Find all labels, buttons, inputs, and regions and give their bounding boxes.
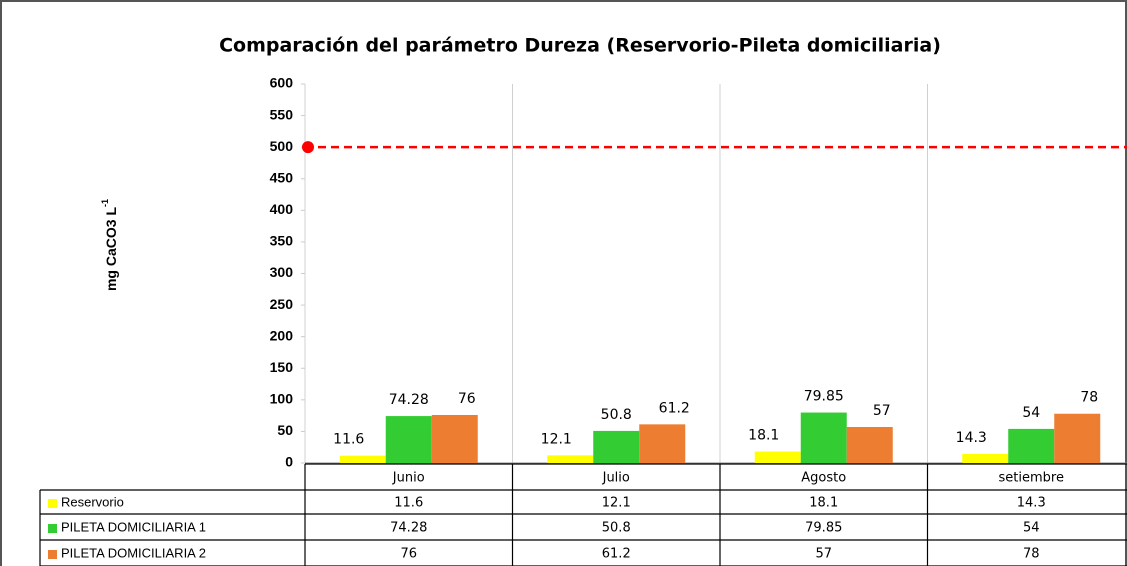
y-tick-label: 200 [270,327,294,343]
legend-swatch [48,550,57,559]
data-label: 14.3 [956,430,987,446]
y-tick-label: 350 [270,233,294,249]
legend-label: PILETA DOMICILIARIA 1 [61,519,206,534]
bar [639,424,686,463]
x-tick-label: Junio [392,471,425,486]
y-tick-label: 500 [270,138,294,154]
table-cell: 79.85 [805,521,842,536]
data-label: 57 [873,403,891,419]
y-tick-label: 600 [270,75,294,91]
table-cell: 78 [1023,547,1040,562]
y-axis-label: mg CaCO3 L-1 [100,199,118,291]
bar [547,455,594,463]
y-tick-label: 400 [270,201,294,217]
data-label: 50.8 [601,407,632,423]
y-label-main: mg CaCO3 L [103,207,119,291]
data-label: 74.28 [389,392,429,408]
data-label: 54 [1022,405,1040,421]
data-label: 11.6 [333,432,364,448]
y-label-superscript: -1 [100,199,110,207]
data-label: 18.1 [748,428,779,444]
table-cell: 50.8 [602,521,631,536]
table-cell: 74.28 [390,521,427,536]
bar [1008,428,1055,463]
legend-swatch [48,524,57,533]
reference-marker [302,141,314,154]
x-tick-label: Agosto [801,471,846,486]
y-tick-label: 100 [270,391,294,407]
y-tick-label: 50 [277,422,293,438]
data-label: 78 [1080,390,1098,406]
y-tick-label: 550 [270,106,294,122]
bar [754,451,801,463]
table-cell: 61.2 [602,547,631,562]
legend-label: Reservorio [61,494,124,509]
data-label: 76 [458,391,476,407]
legend-swatch [48,499,57,508]
y-tick-label: 0 [285,454,293,470]
bar [962,453,1009,463]
y-tick-label: 250 [270,296,294,312]
y-tick-label: 300 [270,264,294,280]
table-cell: 12.1 [602,496,631,511]
data-label: 12.1 [541,431,572,447]
bar [800,412,847,463]
data-label: 61.2 [659,400,690,416]
table-cell: 14.3 [1017,496,1046,511]
x-tick-label: Julio [602,471,630,486]
table-cell: 11.6 [394,496,423,511]
bar [1054,413,1101,463]
bar [385,416,432,463]
table-cell: 18.1 [809,496,838,511]
x-tick-label: setiembre [999,471,1064,486]
bar [593,430,640,463]
y-tick-label: 450 [270,169,294,185]
bar [339,455,386,463]
bar [431,414,478,463]
chart-title: Comparación del parámetro Dureza (Reserv… [219,35,941,57]
legend-label: PILETA DOMICILIARIA 2 [61,545,206,560]
table-cell: 57 [815,547,832,562]
bar [846,426,893,463]
table-cell: 76 [400,547,417,562]
table-cell: 54 [1023,521,1040,536]
data-label: 79.85 [804,389,844,405]
y-tick-label: 150 [270,359,294,375]
